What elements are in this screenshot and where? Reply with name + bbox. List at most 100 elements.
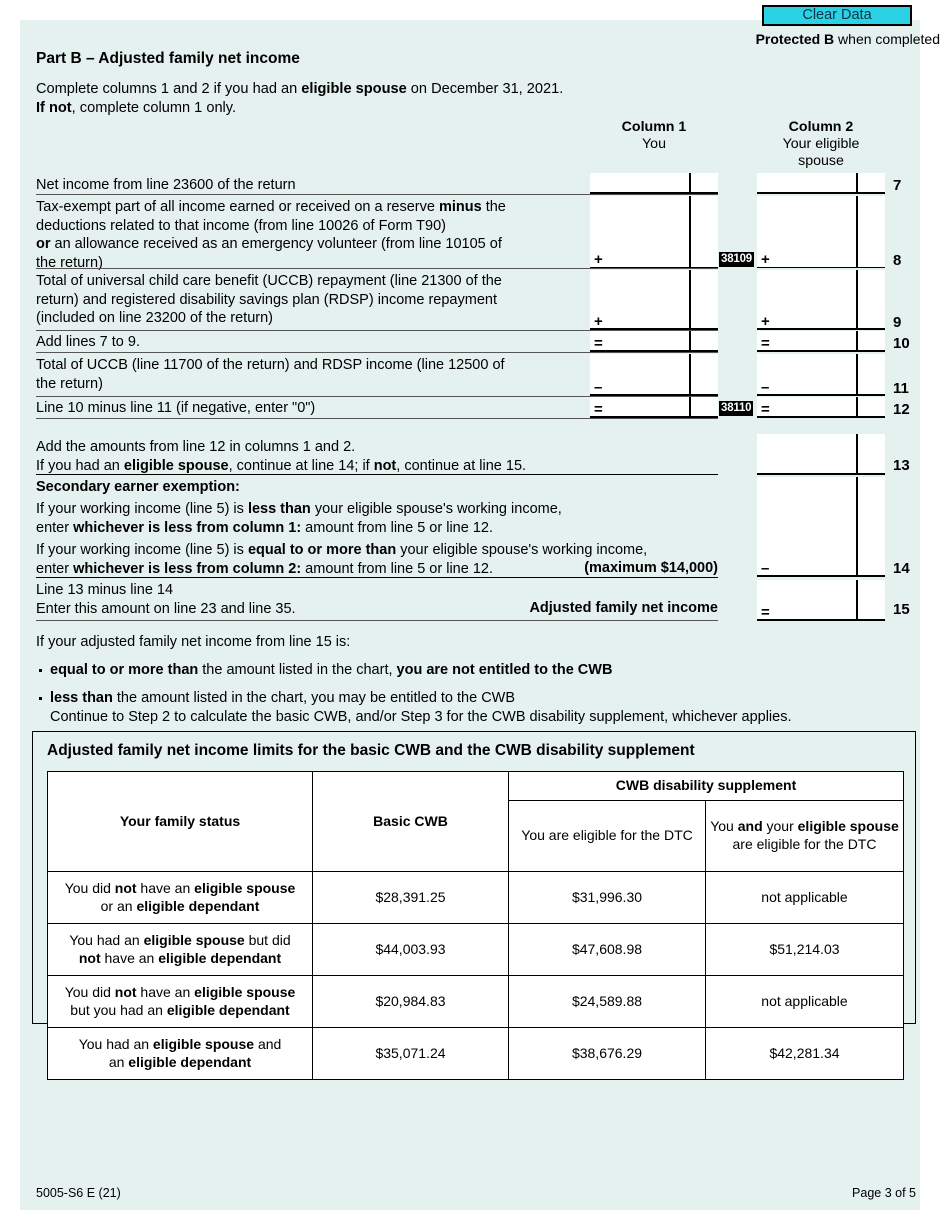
line-14-p2a: enter [36, 519, 74, 536]
line-13-t2b: eligible spouse [123, 457, 229, 474]
line-8-col2-field[interactable]: + [757, 196, 885, 268]
line-number-15: 15 [893, 601, 910, 618]
line-8-col2-baseline [757, 267, 885, 269]
line-number-11: 11 [893, 380, 909, 397]
intro-line2-a: If not [36, 100, 72, 116]
intro-line1-b: eligible spouse [301, 81, 407, 97]
line-7-col1-field[interactable] [590, 173, 718, 194]
line-14-field[interactable]: – [757, 477, 885, 577]
status-c: but did [244, 932, 291, 948]
secondary-earner-heading: Secondary earner exemption: [36, 479, 240, 495]
line-8-col1-baseline [590, 267, 718, 269]
entitlement-bullet-2: less than the amount listed in the chart… [36, 689, 792, 727]
line-11-col1-field[interactable]: – [590, 354, 718, 396]
header-dtc-both-c: your [762, 818, 798, 835]
header-dtc-both-e: are eligible for the DTC [732, 835, 877, 852]
line-8-text: Tax-exempt part of all income earned or … [36, 198, 506, 272]
line-14-p3c: your eligible spouse's working income, [396, 542, 648, 558]
line-10-col1-field[interactable]: = [590, 331, 718, 352]
line-8-t3b: an allowance received as an emergency vo… [50, 236, 502, 253]
line-8-col1-field[interactable]: + [590, 196, 718, 268]
line-9-col1-field[interactable]: + [590, 270, 718, 330]
cents-divider [689, 173, 691, 194]
line-8-separator [36, 268, 718, 269]
line-number-8: 8 [893, 252, 902, 269]
line-9-text: Total of universal child care benefit (U… [36, 272, 502, 328]
line-9-t3: (included on line 23200 of the return) [36, 310, 273, 327]
field-baseline [757, 473, 885, 475]
line-8-t4: the return) [36, 254, 103, 271]
row-dtc-both: $42,281.34 [705, 1027, 904, 1080]
line-15-operator: = [761, 604, 770, 621]
line-9-t2: return) and registered disability saving… [36, 291, 497, 308]
row-dtc-you: $31,996.30 [508, 871, 706, 924]
line-7-col2-field[interactable] [757, 173, 885, 194]
protected-b-strong: Protected B [755, 31, 835, 47]
line-8-t1b: minus [438, 199, 482, 215]
line-14-p4b: whichever is less from column 2: [73, 560, 302, 577]
status-f: eligible dependant [136, 897, 260, 914]
line-8-t3a: or [36, 236, 51, 253]
line-15-field[interactable]: = [757, 580, 885, 621]
header-dtc-both-d: eligible spouse [797, 818, 899, 835]
row-dtc-both: not applicable [705, 975, 904, 1028]
line-13-t2d: not [373, 457, 397, 474]
page-title: Part B – Adjusted family net income [36, 50, 300, 67]
field-baseline [757, 575, 885, 577]
line-9-separator [36, 330, 718, 331]
bullet-2-b: the amount listed in the chart, you may … [112, 690, 516, 706]
cents-divider [856, 196, 858, 268]
page-number: Page 3 of 5 [852, 1186, 916, 1200]
line-9-col2-field[interactable]: + [757, 270, 885, 330]
intro-line1-a: Complete columns 1 and 2 if you had an [36, 81, 302, 97]
entitlement-notes: If your adjusted family net income from … [36, 633, 792, 727]
field-baseline [757, 328, 885, 330]
intro-line2-b: , complete column 1 only. [71, 100, 237, 116]
bullet-2-c: Continue to Step 2 to calculate the basi… [50, 709, 792, 725]
intro-line1-c: on December 31, 2021. [406, 81, 564, 97]
line-10-col2-field[interactable]: = [757, 331, 885, 352]
column-2-subtitle-line1: Your eligible [782, 136, 860, 152]
income-limits-panel: Adjusted family net income limits for th… [32, 731, 916, 1080]
column-1-caption: Column 1 You [590, 119, 718, 153]
row-dtc-you: $47,608.98 [508, 923, 706, 976]
status-f: not [78, 949, 101, 966]
cents-divider [689, 196, 691, 268]
line-14-paragraph-2: If your working income (line 5) is equal… [36, 541, 647, 578]
line-14-maximum-note: (maximum $14,000) [584, 560, 718, 576]
line-number-14: 14 [893, 560, 910, 577]
line-14-p1a: If your working income (line 5) is [36, 501, 248, 517]
cents-divider [856, 580, 858, 621]
table-header-row-2: You are eligible for the DTC You and you… [48, 799, 904, 872]
line-13-field[interactable] [757, 434, 885, 475]
line-14-separator [36, 577, 718, 579]
table-row: You had an eligible spouse but did not h… [47, 923, 904, 976]
clear-data-button[interactable]: Clear Data [762, 5, 912, 26]
income-limits-title: Adjusted family net income limits for th… [47, 742, 695, 759]
status-b: eligible spouse [143, 932, 245, 948]
cents-divider [689, 354, 691, 396]
line-12-col1-field[interactable]: = [590, 397, 718, 418]
line-14-p2c: amount from line 5 or line 12. [301, 519, 493, 536]
bullet-1-b: the amount listed in the chart, [198, 662, 397, 678]
line-14-p4c: amount from line 5 or line 12. [301, 560, 493, 577]
status-d: eligible spouse [194, 880, 296, 896]
cents-divider [689, 331, 691, 352]
cents-divider [856, 397, 858, 418]
field-baseline [590, 416, 718, 418]
status-e: an [108, 1053, 129, 1070]
status-h: eligible dependant [158, 949, 282, 966]
line-12-col2-field[interactable]: = [757, 397, 885, 418]
line-8-t1c: the [481, 199, 506, 215]
field-baseline [590, 328, 718, 330]
line-11-col2-field[interactable]: – [757, 354, 885, 396]
intro-paragraph: Complete columns 1 and 2 if you had an e… [36, 80, 563, 118]
header-family-status: Your family status [47, 771, 313, 872]
line-11-t2: the return) [36, 375, 103, 392]
cents-divider [856, 434, 858, 475]
line-14-paragraph-1: If your working income (line 5) is less … [36, 500, 562, 537]
row-basic-cwb: $44,003.93 [312, 923, 509, 976]
field-baseline [757, 394, 885, 396]
line-13-t2a: If you had an [36, 457, 124, 474]
cents-divider [856, 477, 858, 577]
